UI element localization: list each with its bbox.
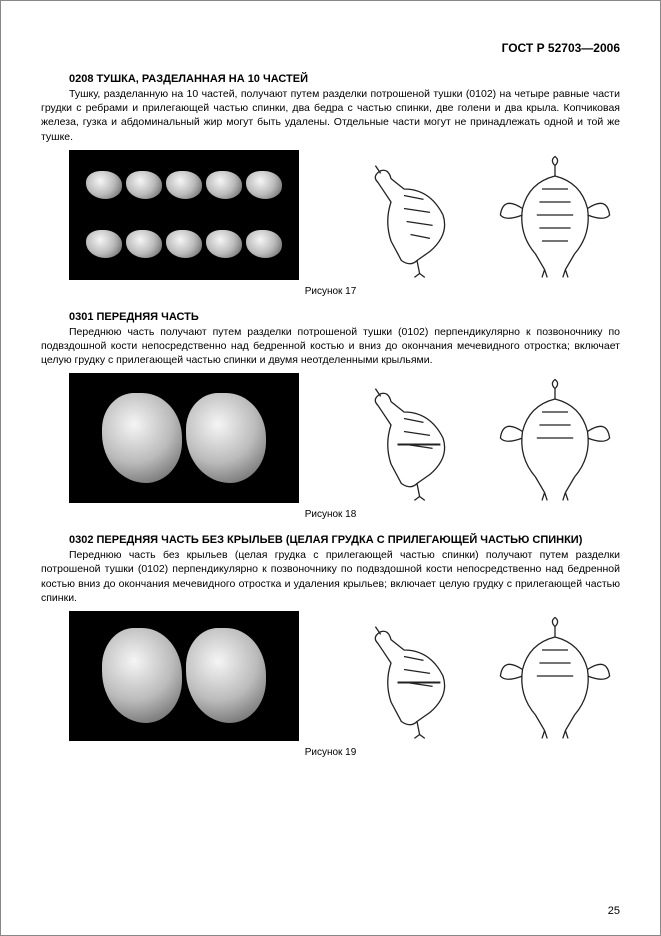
section-0208: 0208 ТУШКА, РАЗДЕЛАННАЯ НА 10 ЧАСТЕЙ Туш… <box>41 73 620 297</box>
photo-front-half <box>69 373 299 503</box>
document-header: ГОСТ Р 52703—2006 <box>41 41 620 55</box>
poultry-back-icon <box>490 611 620 741</box>
section-body: Переднюю часть получают путем разделки п… <box>41 325 620 368</box>
poultry-back-icon <box>490 373 620 503</box>
photo-carcass-10parts <box>69 150 299 280</box>
section-title: 0301 ПЕРЕДНЯЯ ЧАСТЬ <box>41 311 620 323</box>
diagram-front-half <box>352 373 620 503</box>
figure-row <box>69 611 620 741</box>
page-number: 25 <box>608 905 620 917</box>
figure-caption: Рисунок 19 <box>41 747 620 758</box>
diagram-front-no-wings <box>352 611 620 741</box>
poultry-side-icon <box>352 373 482 503</box>
figure-caption: Рисунок 17 <box>41 286 620 297</box>
photo-front-no-wings <box>69 611 299 741</box>
poultry-back-icon <box>490 150 620 280</box>
page: ГОСТ Р 52703—2006 0208 ТУШКА, РАЗДЕЛАННА… <box>0 0 661 936</box>
figure-row <box>69 150 620 280</box>
poultry-side-icon <box>352 611 482 741</box>
section-body: Тушку, разделанную на 10 частей, получаю… <box>41 87 620 144</box>
poultry-side-icon <box>352 150 482 280</box>
section-0301: 0301 ПЕРЕДНЯЯ ЧАСТЬ Переднюю часть получ… <box>41 311 620 521</box>
figure-caption: Рисунок 18 <box>41 509 620 520</box>
section-body: Переднюю часть без крыльев (целая грудка… <box>41 548 620 605</box>
section-0302: 0302 ПЕРЕДНЯЯ ЧАСТЬ БЕЗ КРЫЛЬЕВ (ЦЕЛАЯ Г… <box>41 534 620 758</box>
section-title: 0302 ПЕРЕДНЯЯ ЧАСТЬ БЕЗ КРЫЛЬЕВ (ЦЕЛАЯ Г… <box>41 534 620 546</box>
section-title: 0208 ТУШКА, РАЗДЕЛАННАЯ НА 10 ЧАСТЕЙ <box>41 73 620 85</box>
figure-row <box>69 373 620 503</box>
diagram-carcass-10parts <box>352 150 620 280</box>
